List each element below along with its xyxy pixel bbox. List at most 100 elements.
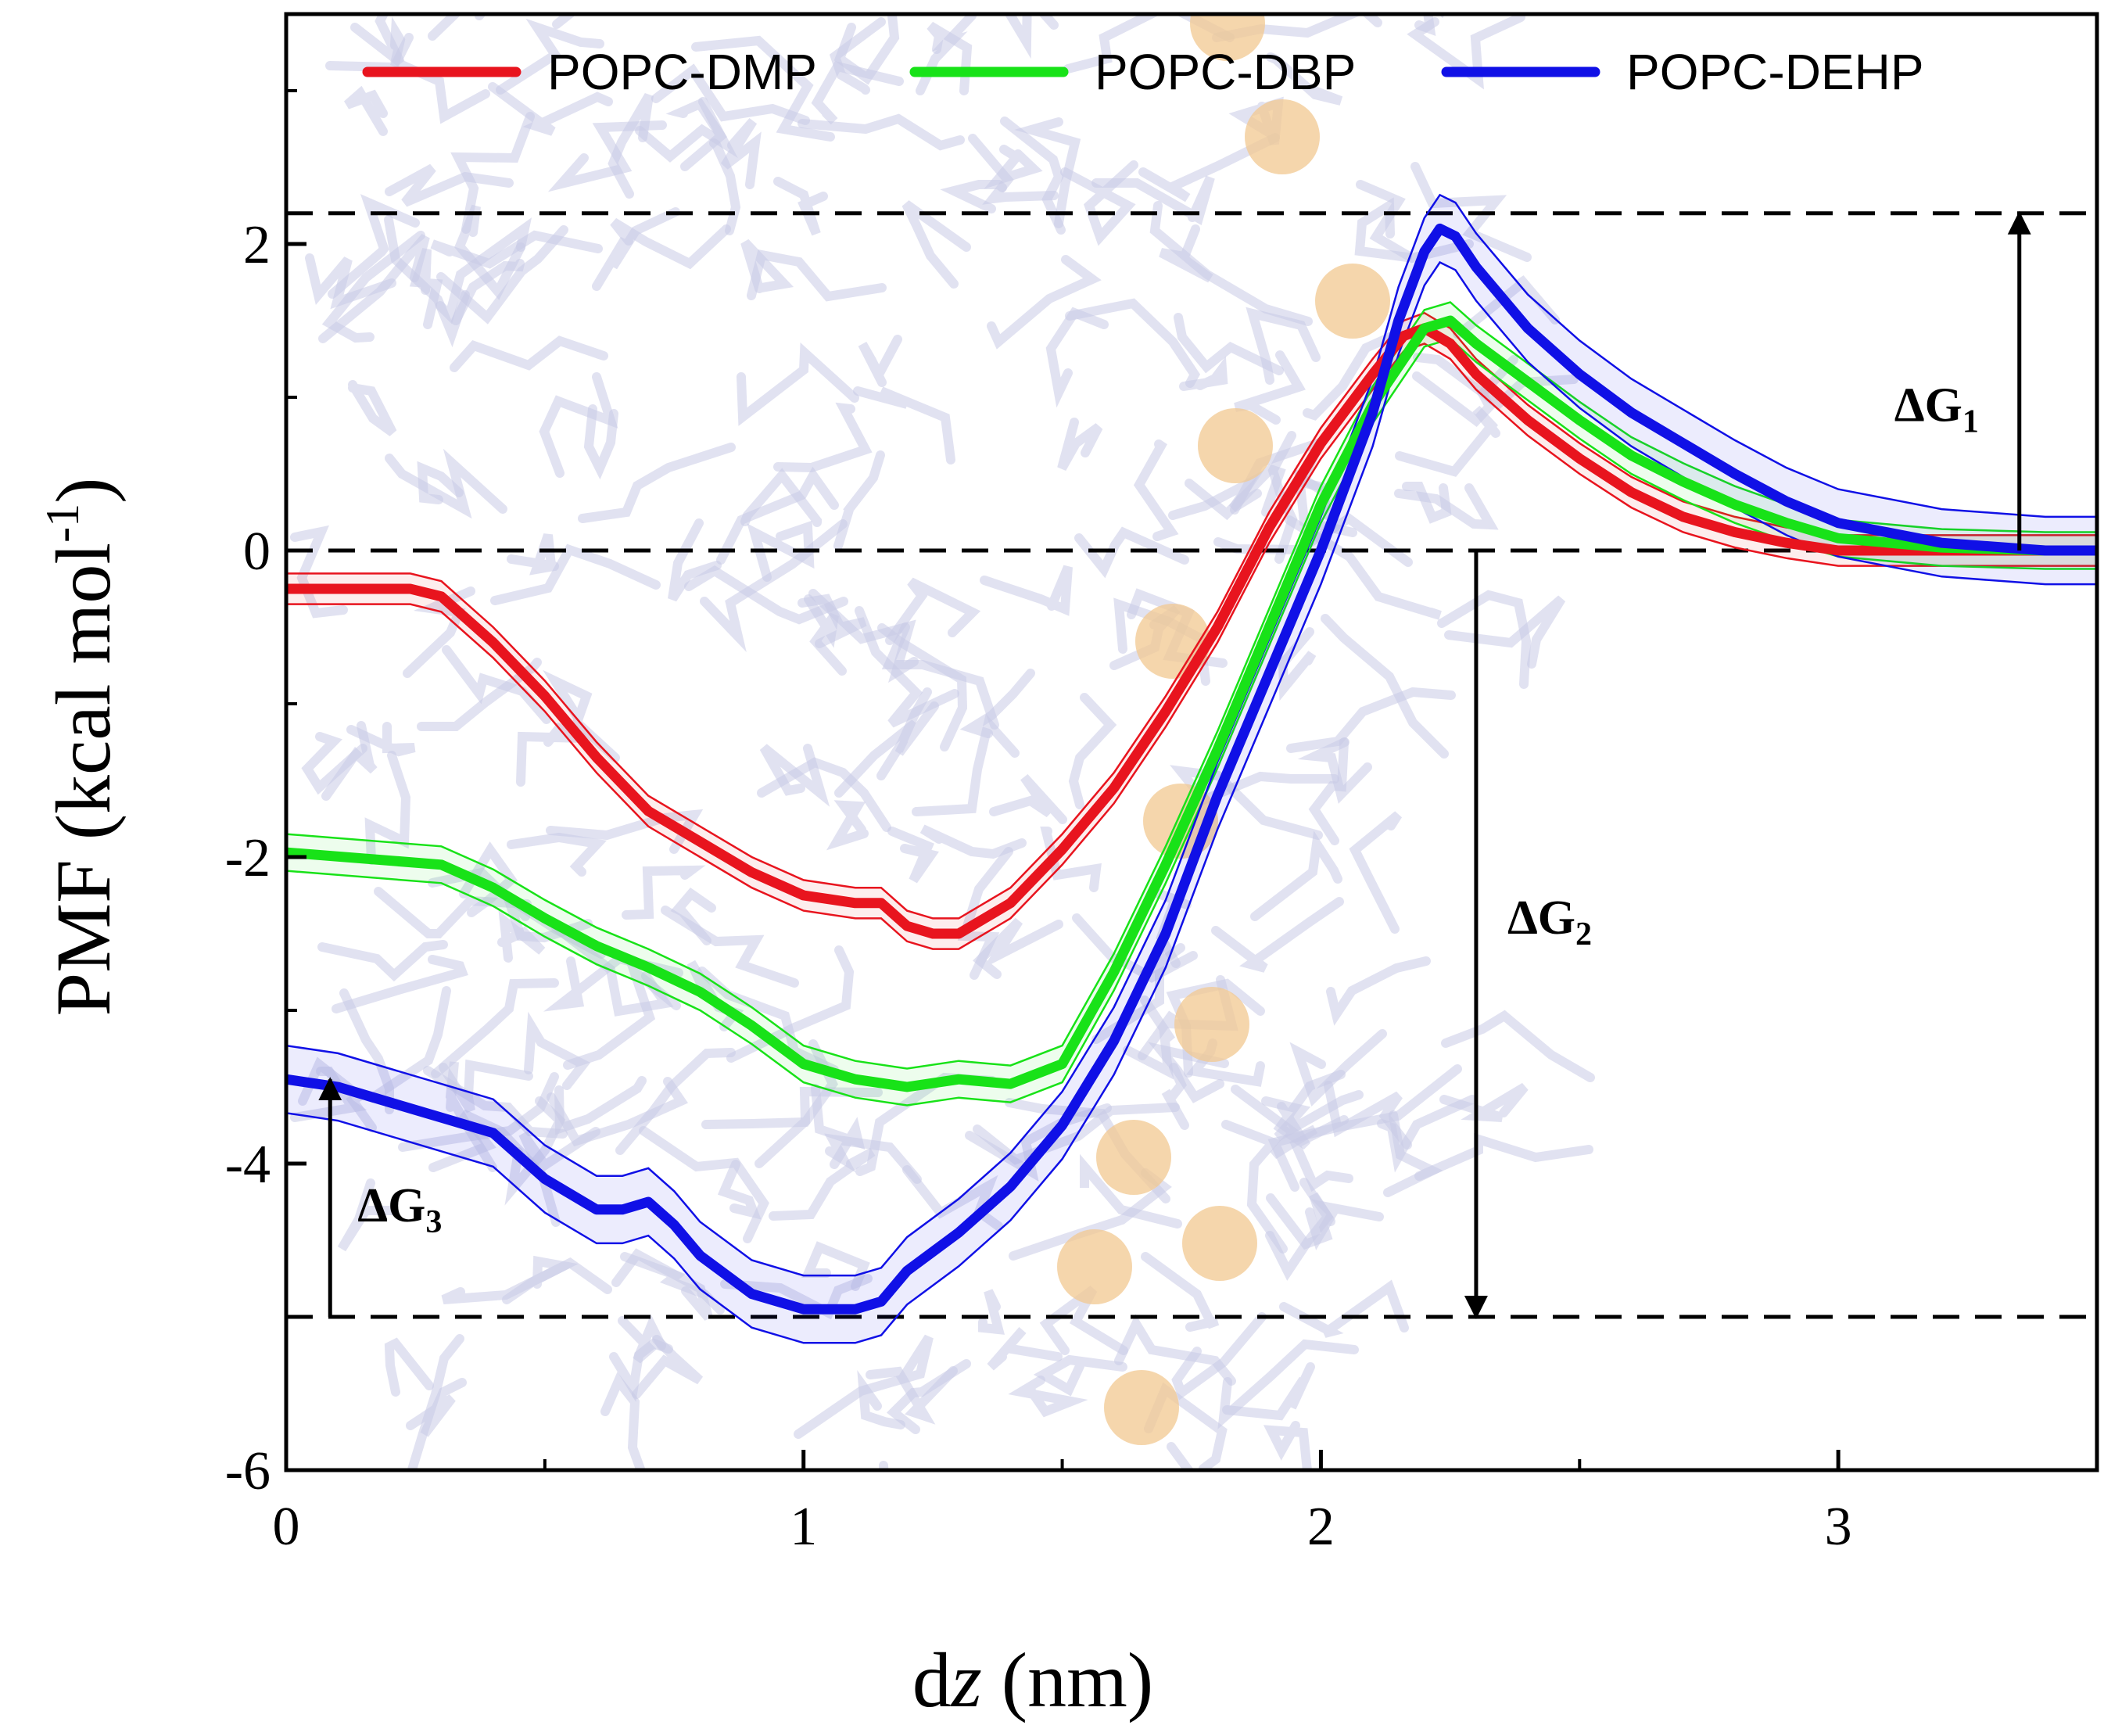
background-stroke <box>759 744 830 807</box>
background-stroke <box>1308 737 1349 845</box>
x-tick-label: 0 <box>273 1497 300 1557</box>
background-stroke <box>450 112 535 234</box>
background-stroke <box>639 1126 769 1243</box>
background-stroke <box>1170 765 1323 840</box>
background-stroke <box>504 1096 566 1206</box>
background-stroke <box>442 645 551 724</box>
background-stroke <box>1014 117 1081 228</box>
background-stroke <box>524 1011 591 1090</box>
background-stroke <box>912 713 1020 816</box>
background-stroke <box>887 827 939 884</box>
background-stroke <box>1174 313 1284 375</box>
background-atom <box>1174 987 1249 1062</box>
background-stroke <box>1412 355 1518 428</box>
background-stroke <box>1441 1010 1595 1082</box>
background-stroke <box>332 955 468 1013</box>
background-stroke <box>773 402 873 473</box>
background-stroke <box>384 1337 434 1397</box>
background-stroke <box>798 113 965 151</box>
error-upper-popc-dbp <box>286 301 2097 1070</box>
background-stroke <box>987 1327 1063 1371</box>
plot-frame <box>284 12 2099 1472</box>
series-line-popc-dmp <box>286 323 2097 939</box>
background-stroke <box>507 832 608 877</box>
delta-g-annotations: ΔG1 ΔG2 ΔG3 <box>318 210 2031 1319</box>
background-stroke <box>325 16 406 73</box>
background-stroke <box>1263 1421 1312 1470</box>
reference-lines <box>286 211 2097 1319</box>
background-stroke <box>927 21 973 95</box>
background-stroke <box>984 145 1043 189</box>
background-stroke <box>290 525 348 619</box>
error-upper-popc-dmp <box>286 311 2097 920</box>
background-stroke <box>1285 515 1442 620</box>
background-stroke <box>507 533 559 576</box>
background-stroke <box>398 1072 559 1152</box>
background-stroke <box>350 14 405 66</box>
background-stroke <box>578 443 736 523</box>
background-stroke <box>826 800 869 851</box>
background-stroke <box>622 865 706 920</box>
background-stroke <box>609 1338 673 1402</box>
background-stroke <box>747 520 815 582</box>
error-lower-popc-dbp <box>286 338 2097 1107</box>
background-stroke <box>747 249 887 302</box>
background-stroke <box>794 1334 934 1439</box>
background-stroke <box>430 230 603 269</box>
background-atom <box>1190 14 1265 61</box>
background-stroke <box>1439 1082 1529 1122</box>
background-stroke <box>1159 224 1213 283</box>
y-tick-label: 2 <box>243 215 271 275</box>
background-stroke <box>1040 827 1102 892</box>
background-stroke <box>409 248 443 329</box>
background-stroke <box>583 404 618 480</box>
background-stroke <box>1008 1376 1088 1418</box>
background-stroke <box>385 448 507 519</box>
background-stroke <box>858 335 902 387</box>
y-tick-label: 0 <box>243 522 271 582</box>
background-stroke <box>877 623 968 751</box>
background-atom <box>1245 99 1320 174</box>
label-dg3: ΔG3 <box>357 1179 442 1240</box>
background-stroke <box>1414 1132 1593 1181</box>
background-stroke <box>1234 350 1306 425</box>
background-stroke <box>1222 1362 1315 1421</box>
background-stroke <box>344 85 388 136</box>
background-stroke <box>423 1066 568 1139</box>
background-stroke <box>1161 1063 1189 1130</box>
background-stroke <box>1383 1110 1443 1197</box>
background-stroke <box>563 957 681 1070</box>
background-stroke <box>1289 1029 1387 1107</box>
background-stroke <box>301 732 367 795</box>
background-stroke <box>1303 328 1403 421</box>
background-stroke <box>973 1103 1180 1165</box>
y-tick-label: -2 <box>225 828 271 888</box>
background-stroke <box>337 1178 397 1252</box>
series-lines <box>286 223 2097 1315</box>
legend: POPC-DMP POPC-DBP POPC-DEHP <box>362 44 1924 100</box>
background-atom <box>1096 1120 1171 1195</box>
error-upper-popc-dehp <box>286 193 2097 1277</box>
background-stroke <box>1444 595 1566 669</box>
background-stroke <box>1246 307 1321 385</box>
background-stroke <box>757 757 891 832</box>
background-stroke <box>1266 1192 1335 1250</box>
background-stroke <box>1133 439 1179 541</box>
background-stroke <box>919 824 1027 859</box>
background-stroke <box>321 721 378 801</box>
background-stroke <box>417 461 464 504</box>
background-stroke <box>1060 160 1138 246</box>
background-stroke <box>691 35 835 142</box>
background-stroke <box>1321 614 1449 759</box>
background-stroke <box>1068 693 1117 809</box>
background-stroke <box>1326 956 1431 1026</box>
background-stroke <box>1138 133 1280 203</box>
background-stroke <box>608 92 654 199</box>
background-stroke <box>1410 162 1532 262</box>
background-stroke <box>1297 737 1372 804</box>
label-dg2: ΔG2 <box>1507 891 1592 952</box>
background-stroke <box>317 940 448 982</box>
background-stroke <box>1185 464 1286 521</box>
background-stroke <box>1167 1442 1195 1470</box>
